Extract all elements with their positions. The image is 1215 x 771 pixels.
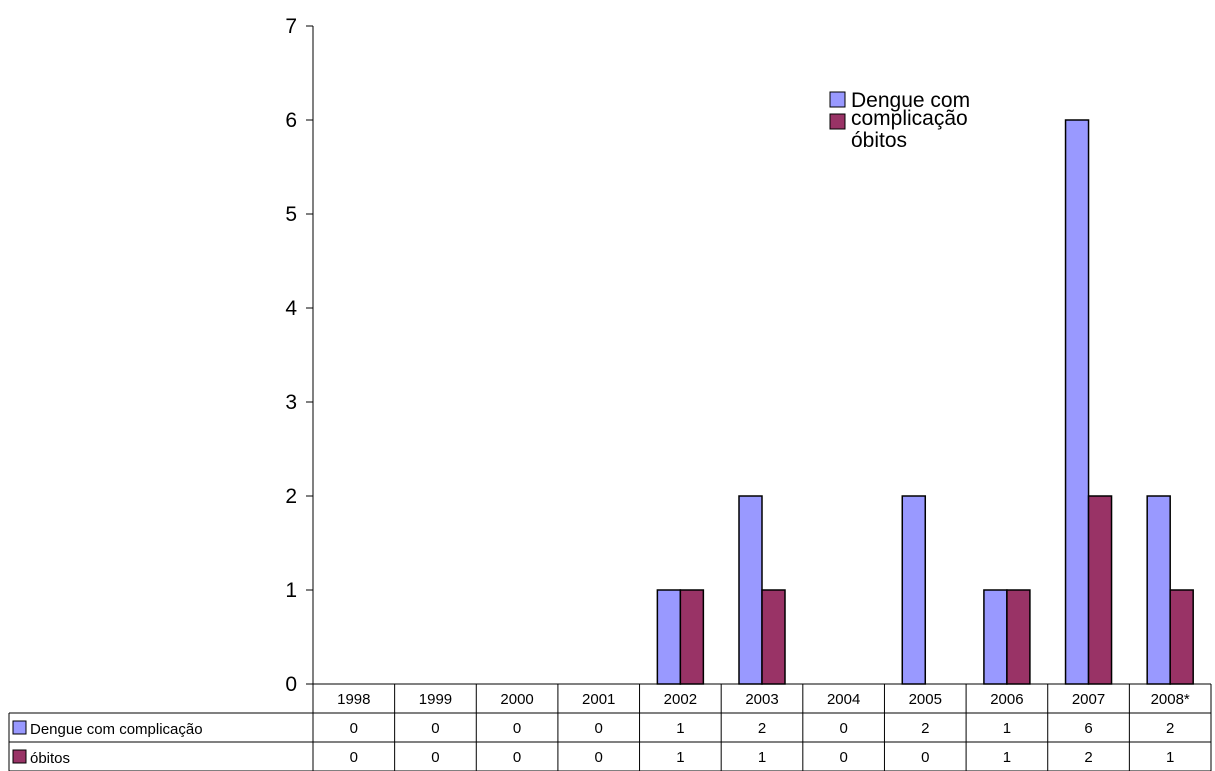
table-cell: 6: [1084, 720, 1092, 737]
legend-label-dengue-line1: Dengue com: [851, 89, 970, 112]
table-cell: 0: [839, 720, 847, 737]
y-tick-label: 1: [285, 579, 297, 602]
bar-obitos: [761, 589, 786, 685]
y-tick-label: 6: [285, 109, 297, 132]
bar-obitos: [1169, 589, 1194, 685]
table-cell: 2: [1084, 749, 1092, 766]
bar-obitos: [1087, 495, 1113, 685]
y-axis-ticks: 0 1 2 3 4 5 6 7: [285, 15, 313, 696]
y-tick-label: 5: [285, 203, 297, 226]
table-cell: 2: [1166, 720, 1174, 737]
data-table: 1998 1999 2000 2001 2002 2003 2004 2005 2006 2007…: [8, 683, 1212, 771]
x-category-label: 2006: [990, 691, 1023, 708]
legend-label-obitos: óbitos: [851, 129, 907, 152]
table-cell: 0: [921, 749, 929, 766]
x-category-label: 1999: [419, 691, 452, 708]
table-cell: 0: [431, 749, 439, 766]
bar-dengue: [738, 495, 763, 685]
table-cell: 2: [758, 720, 766, 737]
table-cell: 1: [1003, 749, 1011, 766]
x-category-label: 2004: [827, 691, 860, 708]
table-row-swatch: [12, 749, 27, 764]
legend-swatch-obitos: [829, 113, 846, 130]
table-row-label: óbitos: [30, 750, 70, 767]
legend-swatch-dengue: [829, 91, 846, 108]
table-cell: 2: [921, 720, 929, 737]
table-cell: 1: [676, 720, 684, 737]
x-category-label: 2001: [582, 691, 615, 708]
table-cell: 1: [758, 749, 766, 766]
table-cell: 1: [1003, 720, 1011, 737]
table-cell: 0: [839, 749, 847, 766]
bar-dengue: [901, 495, 927, 685]
y-tick-label: 4: [285, 297, 297, 320]
bar-dengue: [1064, 119, 1090, 685]
table-cell: 0: [595, 720, 603, 737]
x-category-label: 2000: [500, 691, 533, 708]
bar-obitos: [679, 589, 705, 685]
bar-dengue: [983, 589, 1008, 685]
table-cell: 0: [513, 749, 521, 766]
legend: Dengue com complicação óbitos: [829, 89, 970, 152]
table-row-swatch: [12, 720, 27, 735]
y-tick-label: 2: [285, 485, 297, 508]
table-cell: 0: [513, 720, 521, 737]
y-tick-label: 0: [285, 673, 297, 696]
table-cell: 1: [1166, 749, 1174, 766]
bar-dengue: [656, 589, 682, 685]
x-category-label: 2008*: [1151, 691, 1190, 708]
y-tick-label: 3: [285, 391, 297, 414]
y-tick-label: 7: [285, 15, 297, 38]
legend-label-dengue-line2: complicação: [851, 107, 968, 130]
table-row-label: Dengue com complicação: [30, 721, 203, 738]
x-category-label: 2002: [664, 691, 697, 708]
x-category-label: 1998: [337, 691, 370, 708]
bars: [656, 119, 1194, 685]
x-category-label: 2003: [745, 691, 778, 708]
bar-dengue: [1146, 495, 1171, 685]
x-category-label: 2005: [909, 691, 942, 708]
bar-obitos: [1006, 589, 1031, 685]
table-cell: 0: [595, 749, 603, 766]
table-cell: 0: [350, 749, 358, 766]
table-cell: 0: [431, 720, 439, 737]
table-cell: 0: [350, 720, 358, 737]
table-cell: 1: [676, 749, 684, 766]
x-category-label: 2007: [1072, 691, 1105, 708]
